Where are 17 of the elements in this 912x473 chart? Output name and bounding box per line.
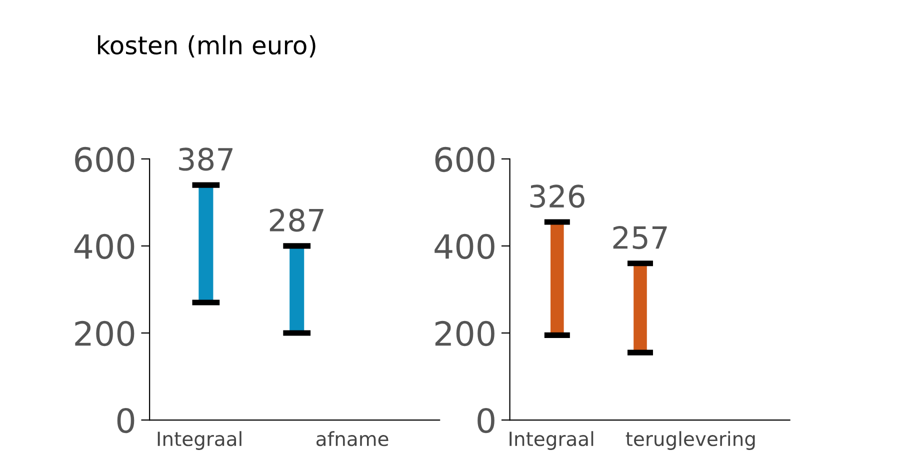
y-tick-label: 0 <box>117 408 134 434</box>
annotation: 387 <box>179 148 232 171</box>
y-tick-label: 400 <box>74 234 134 260</box>
x-tick-label: Integraal <box>510 431 594 450</box>
y-tick-label: 200 <box>75 320 134 346</box>
x-tick-label: Integraal <box>158 431 242 450</box>
chart-title: kosten (mln euro) <box>98 35 316 58</box>
annotation: 326 <box>530 184 584 208</box>
y-tick-label: 600 <box>75 146 134 172</box>
y-tick-label: 200 <box>435 320 494 346</box>
y-tick-label: 0 <box>478 408 494 434</box>
x-tick-label: teruglevering <box>626 431 755 450</box>
annotation: 257 <box>613 226 667 250</box>
y-tick-label: 600 <box>435 146 494 172</box>
y-tick-label: 400 <box>434 234 494 260</box>
annotation: 287 <box>270 208 324 232</box>
x-tick-label: afname <box>316 431 388 446</box>
